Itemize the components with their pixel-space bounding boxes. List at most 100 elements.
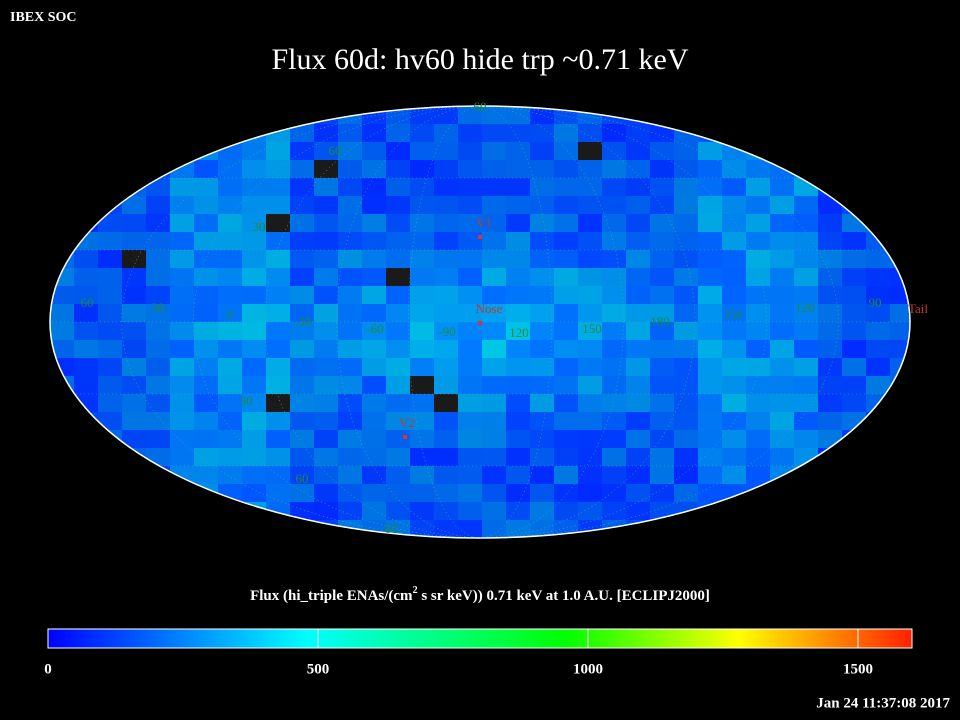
- grid-label: 60: [385, 521, 398, 536]
- sky-pixel: [242, 160, 267, 179]
- sky-pixel: [266, 142, 291, 161]
- sky-pixel: [482, 484, 507, 503]
- sky-pixel: [818, 538, 843, 557]
- sky-pixel: [218, 124, 243, 143]
- sky-pixel: [386, 322, 411, 341]
- grid-label: 120: [795, 300, 815, 315]
- sky-pixel: [242, 124, 267, 143]
- sky-pixel: [386, 358, 411, 377]
- sky-pixel: [530, 502, 555, 521]
- sky-pixel: [434, 286, 459, 305]
- sky-pixel: [482, 106, 507, 125]
- sky-pixel: [602, 160, 627, 179]
- sky-pixel: [722, 358, 747, 377]
- sky-pixel: [842, 376, 867, 395]
- sky-pixel: [74, 106, 99, 125]
- sky-pixel: [194, 502, 219, 521]
- sky-pixel: [386, 484, 411, 503]
- sky-pixel: [554, 412, 579, 431]
- sky-pixel: [602, 196, 627, 215]
- sky-pixel: [314, 484, 339, 503]
- marker-label: Tail: [908, 301, 928, 316]
- sky-pixel: [818, 250, 843, 269]
- sky-pixel: [506, 106, 531, 125]
- sky-pixel: [362, 178, 387, 197]
- sky-pixel: [506, 376, 531, 395]
- sky-pixel: [746, 520, 771, 538]
- sky-pixel: [74, 178, 99, 197]
- sky-pixel: [506, 304, 531, 323]
- sky-pixel: [194, 412, 219, 431]
- sky-pixel: [74, 466, 99, 485]
- sky-pixel: [746, 214, 771, 233]
- sky-pixel: [242, 106, 267, 125]
- sky-pixel: [602, 430, 627, 449]
- sky-pixel: [530, 430, 555, 449]
- sky-pixel: [842, 268, 867, 287]
- sky-pixel: [434, 376, 459, 395]
- sky-pixel: [554, 196, 579, 215]
- sky-pixel: [770, 340, 795, 359]
- sky-pixel: [578, 466, 603, 485]
- sky-pixel: [578, 250, 603, 269]
- sky-pixel: [770, 304, 795, 323]
- sky-pixel: [386, 232, 411, 251]
- sky-pixel: [386, 448, 411, 467]
- sky-pixel: [506, 430, 531, 449]
- sky-pixel: [482, 448, 507, 467]
- sky-pixel: [482, 214, 507, 233]
- sky-pixel: [170, 394, 195, 413]
- sky-pixel: [530, 412, 555, 431]
- grid-label: 150: [582, 321, 602, 336]
- sky-pixel: [866, 250, 891, 269]
- sky-pixel: [98, 160, 123, 179]
- sky-pixel: [866, 412, 891, 431]
- sky-pixel: [218, 448, 243, 467]
- sky-pixel: [746, 538, 771, 557]
- sky-pixel: [650, 376, 675, 395]
- sky-pixel: [818, 376, 843, 395]
- sky-pixel: [722, 286, 747, 305]
- sky-pixel: [386, 286, 411, 305]
- sky-pixel: [386, 394, 411, 413]
- sky-pixel: [122, 160, 147, 179]
- meridian: [121, 106, 839, 538]
- sky-pixel: [410, 340, 435, 359]
- sky-pixel: [626, 376, 651, 395]
- label-superscript: 2: [413, 585, 418, 596]
- sky-pixel: [770, 160, 795, 179]
- sky-pixel: [266, 286, 291, 305]
- sky-pixel: [170, 322, 195, 341]
- sky-pixel: [338, 232, 363, 251]
- sky-pixel: [98, 448, 123, 467]
- sky-pixel: [578, 142, 603, 161]
- sky-pixel: [314, 214, 339, 233]
- sky-pixel: [482, 124, 507, 143]
- sky-pixel: [842, 322, 867, 341]
- sky-pixel: [842, 520, 867, 538]
- sky-pixel: [770, 394, 795, 413]
- sky-pixel: [266, 160, 291, 179]
- sky-pixel: [218, 268, 243, 287]
- sky-pixel: [578, 106, 603, 125]
- sky-pixel: [794, 124, 819, 143]
- sky-pixel: [722, 502, 747, 521]
- sky-pixel: [74, 538, 99, 557]
- sky-pixel: [434, 250, 459, 269]
- sky-pixel: [602, 304, 627, 323]
- sky-pixel: [626, 142, 651, 161]
- sky-pixel: [170, 178, 195, 197]
- sky-pixel: [698, 142, 723, 161]
- sky-pixel: [290, 142, 315, 161]
- sky-pixel: [530, 322, 555, 341]
- sky-pixel: [98, 304, 123, 323]
- sky-pixel: [554, 466, 579, 485]
- sky-pixel: [890, 124, 910, 143]
- sky-pixel: [194, 538, 219, 557]
- sky-pixel: [194, 178, 219, 197]
- sky-pixel: [626, 448, 651, 467]
- sky-pixel: [98, 142, 123, 161]
- sky-pixel: [554, 178, 579, 197]
- sky-pixel: [266, 340, 291, 359]
- sky-pixel: [890, 196, 910, 215]
